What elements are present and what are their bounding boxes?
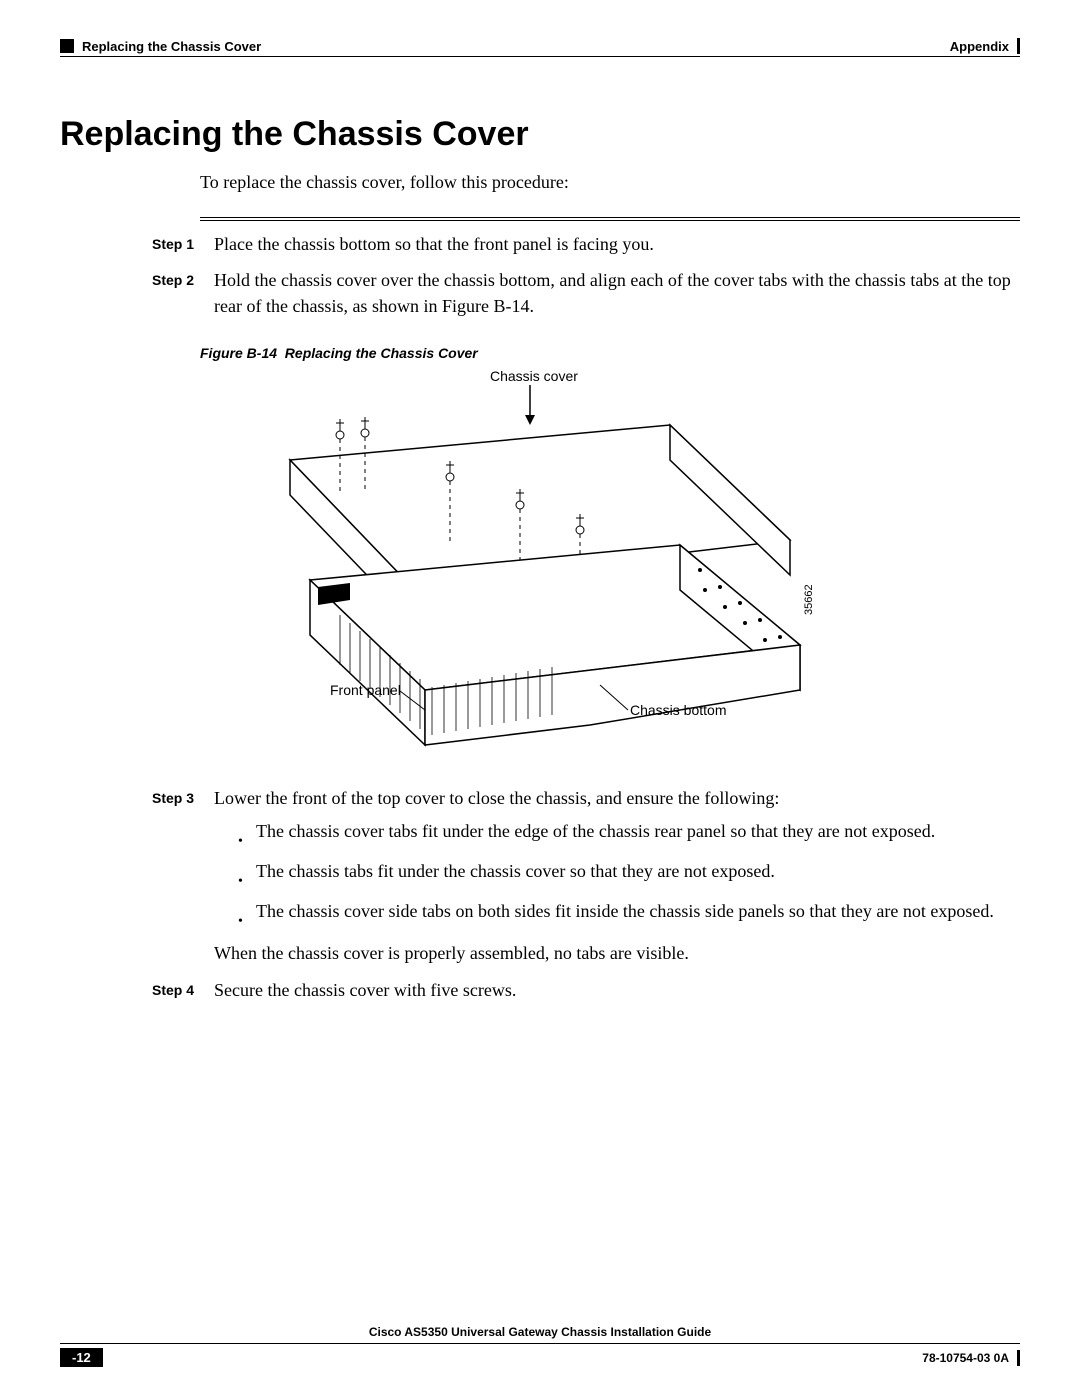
step-label: Step 4 xyxy=(152,977,200,1003)
bullet-icon xyxy=(238,818,244,852)
footer-right: 78-10754-03 0A xyxy=(922,1350,1020,1366)
header-left-text: Replacing the Chassis Cover xyxy=(82,39,261,54)
footer-row: -12 78-10754-03 0A xyxy=(60,1348,1020,1367)
step3-lead: Lower the front of the top cover to clos… xyxy=(214,785,1020,811)
step-row: Step 1 Place the chassis bottom so that … xyxy=(152,231,1020,257)
step-text: Hold the chassis cover over the chassis … xyxy=(214,267,1020,319)
intro-text: To replace the chassis cover, follow thi… xyxy=(200,170,1020,195)
header-square-icon xyxy=(60,39,74,53)
page-number-badge: -12 xyxy=(60,1348,103,1367)
bullet-icon xyxy=(238,898,244,932)
figure-number: Figure B-14 xyxy=(200,345,277,361)
step-text: Lower the front of the top cover to clos… xyxy=(214,785,1020,966)
step3-after: When the chassis cover is properly assem… xyxy=(214,940,1020,966)
label-front-panel: Front panel xyxy=(330,682,401,698)
step-text: Secure the chassis cover with five screw… xyxy=(214,977,1020,1003)
main-content: Replacing the Chassis Cover To replace t… xyxy=(60,57,1020,1003)
bullet-text: The chassis tabs fit under the chassis c… xyxy=(256,858,775,892)
footer-doc-number: 78-10754-03 0A xyxy=(922,1351,1009,1365)
bullet-list: The chassis cover tabs fit under the edg… xyxy=(238,818,1020,933)
chassis-bottom-shape xyxy=(310,545,800,745)
header-right-text: Appendix xyxy=(950,39,1009,54)
bullet-icon xyxy=(238,858,244,892)
page-header: Replacing the Chassis Cover Appendix xyxy=(60,38,1020,54)
label-chassis-cover: Chassis cover xyxy=(490,368,578,384)
step-label: Step 3 xyxy=(152,785,200,966)
bullet-item: The chassis cover tabs fit under the edg… xyxy=(238,818,1020,852)
step-row: Step 2 Hold the chassis cover over the c… xyxy=(152,267,1020,319)
bullet-text: The chassis cover side tabs on both side… xyxy=(256,898,994,932)
figure-title: Replacing the Chassis Cover xyxy=(285,345,478,361)
step-row: Step 3 Lower the front of the top cover … xyxy=(152,785,1020,966)
header-bar-icon xyxy=(1017,38,1020,54)
bullet-item: The chassis tabs fit under the chassis c… xyxy=(238,858,1020,892)
page-title: Replacing the Chassis Cover xyxy=(60,115,1020,154)
chassis-diagram: Chassis cover xyxy=(200,365,820,755)
figure-caption: Figure B-14 Replacing the Chassis Cover xyxy=(200,345,1020,361)
step-label: Step 2 xyxy=(152,267,200,319)
header-right: Appendix xyxy=(950,38,1020,54)
bullet-item: The chassis cover side tabs on both side… xyxy=(238,898,1020,932)
header-left: Replacing the Chassis Cover xyxy=(60,39,261,54)
page-footer: Cisco AS5350 Universal Gateway Chassis I… xyxy=(60,1325,1020,1367)
steps-divider xyxy=(200,217,1020,221)
footer-doc-title: Cisco AS5350 Universal Gateway Chassis I… xyxy=(60,1325,1020,1344)
steps-block-1: Step 1 Place the chassis bottom so that … xyxy=(152,231,1020,319)
step-text: Place the chassis bottom so that the fro… xyxy=(214,231,1020,257)
label-chassis-bottom: Chassis bottom xyxy=(630,702,726,718)
step-row: Step 4 Secure the chassis cover with fiv… xyxy=(152,977,1020,1003)
figure-id: 35662 xyxy=(803,585,815,616)
step-label: Step 1 xyxy=(152,231,200,257)
figure-block: Figure B-14 Replacing the Chassis Cover … xyxy=(200,345,1020,755)
footer-bar-icon xyxy=(1017,1350,1020,1366)
bullet-text: The chassis cover tabs fit under the edg… xyxy=(256,818,935,852)
steps-block-2: Step 3 Lower the front of the top cover … xyxy=(152,785,1020,1002)
